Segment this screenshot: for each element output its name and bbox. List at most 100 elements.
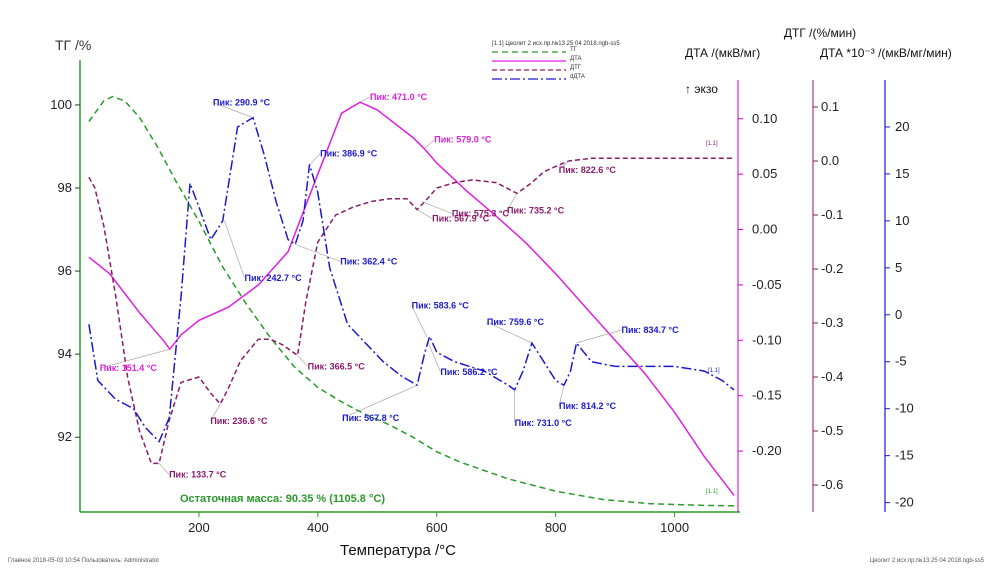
x-tick-label: 200 — [188, 520, 210, 535]
legend-swatch — [492, 78, 566, 80]
dta-tick-label: 0.05 — [752, 166, 777, 181]
ddta-tick-label: 10 — [895, 213, 909, 228]
annotation-leader — [424, 139, 435, 149]
curve-dдта — [88, 116, 735, 443]
annotation-leader — [411, 305, 427, 337]
annotation-leader — [295, 244, 341, 262]
ddta-tick-label: 0 — [895, 307, 902, 322]
peak-label: Пик: 579.0 °C — [434, 135, 492, 145]
legend-swatch — [492, 60, 566, 62]
x-tick-label: 1000 — [660, 520, 689, 535]
dta-tick-label: 0.10 — [752, 111, 777, 126]
dtg-tick-label: 0.1 — [821, 99, 839, 114]
ddta-tick-label: -20 — [895, 495, 914, 510]
curve-тг — [88, 95, 735, 507]
annotation-leader — [210, 403, 221, 422]
ddta-tick-label: -15 — [895, 448, 914, 463]
legend-label: ДТА — [570, 56, 582, 62]
tg-tick-label: 94 — [58, 346, 72, 361]
dtg-tick-label: -0.2 — [821, 261, 843, 276]
legend-item: ДТГ — [492, 65, 677, 74]
dtg-tick-label: -0.3 — [821, 315, 843, 330]
peak-label: Пик: 236.6 °C — [210, 416, 268, 426]
exo-label: ↑ экзо — [685, 82, 718, 96]
ddta-tick-label: -5 — [895, 354, 907, 369]
tg-tick-label: 96 — [58, 263, 72, 278]
peak-label: Пик: 583.6 °C — [412, 300, 470, 310]
annotation-leader — [576, 329, 622, 344]
annotation-leader — [297, 355, 308, 367]
peak-label: Пик: 731.0 °C — [515, 418, 573, 428]
x-axis-label: Температура /°C — [340, 542, 456, 559]
peak-label: Пик: 386.9 °C — [320, 149, 378, 159]
dta-tick-label: 0.00 — [752, 222, 777, 237]
annotation-leader — [558, 385, 565, 407]
curve-tag-dtg: [1.1] — [706, 141, 718, 147]
ddta-tick-label: -10 — [895, 401, 914, 416]
dta-tick-label: -0.20 — [752, 443, 782, 458]
dtg-axis-label: ДТГ /(%/мин) — [784, 26, 856, 40]
legend-label: ТГ — [570, 47, 577, 53]
legend-item: ДТА — [492, 56, 677, 65]
dta-tick-label: -0.10 — [752, 332, 782, 347]
ddta-axis-label: ДТА *10⁻³ /(мкВ/мг/мин) — [820, 46, 952, 60]
annotation-leader — [421, 201, 453, 214]
legend: [1.1] Цеолит 2 исх.пр.№13 25 04 2018.ngb… — [492, 41, 677, 99]
dta-tick-label: -0.05 — [752, 277, 782, 292]
footer-left: Главное 2018-05-03 10:54 Пользователь: A… — [8, 558, 160, 564]
annotation-leader — [506, 193, 518, 211]
peak-label: Пик: 575.3 °C — [452, 209, 510, 219]
x-tick-label: 800 — [545, 520, 567, 535]
x-tick-label: 400 — [307, 520, 329, 535]
annotation-leader — [558, 160, 569, 171]
axis-ticks: 200 400 600 800 1000100989694920.100.050.00-… — [50, 97, 914, 535]
legend-title: [1.1] Цеолит 2 исх.пр.№13 25 04 2018.ngb… — [492, 41, 620, 47]
dta-axis-label: ДТА /(мкВ/мг) — [685, 46, 760, 60]
annotation-leader — [99, 348, 170, 369]
tg-tick-label: 100 — [50, 97, 72, 112]
residual-mass-label: Остаточная масса: 90.35 % (1105.8 °C) — [180, 493, 385, 505]
annotation-leader — [416, 209, 433, 219]
dtg-tick-label: -0.1 — [821, 207, 843, 222]
annotation-leader — [212, 102, 254, 118]
annotation-leader — [359, 96, 371, 103]
peak-label: Пик: 366.5 °C — [308, 361, 366, 371]
ddta-tick-label: 5 — [895, 260, 902, 275]
legend-label: dДТА — [570, 74, 585, 80]
tg-tick-label: 92 — [58, 429, 72, 444]
ddta-tick-label: 20 — [895, 119, 909, 134]
dta-tick-label: -0.15 — [752, 388, 782, 403]
tg-tick-label: 98 — [58, 180, 72, 195]
ddta-tick-label: 15 — [895, 166, 909, 181]
peak-label: Пик: 567.9 °C — [432, 214, 490, 224]
dtg-tick-label: 0.0 — [821, 153, 839, 168]
curve-дта — [88, 101, 735, 496]
peak-label: Пик: 834.7 °C — [621, 325, 679, 335]
peak-label: Пик: 242.7 °C — [244, 273, 302, 283]
peak-label: Пик: 471.0 °C — [370, 92, 428, 102]
footer-right: Цеолит 2 исх.пр.№13 25 04 2018.ngb-ss5 — [869, 558, 984, 564]
legend-swatch — [492, 51, 566, 53]
peak-label: Пик: 362.4 °C — [340, 256, 398, 266]
curve-tag-ddta: [1.1] — [708, 368, 720, 374]
annotation-leader — [158, 463, 170, 475]
peak-label: Пик: 151.4 °C — [100, 363, 158, 373]
peak-annotations: Пик: 471.0 °C Пик: 579.0 °C Пик: 151.4 °C П… — [99, 92, 679, 479]
annotation-leader — [224, 220, 245, 278]
peak-label: Пик: 133.7 °C — [169, 469, 227, 479]
curve-дтг — [88, 157, 735, 465]
peak-label: Пик: 735.2 °C — [507, 205, 565, 215]
dtg-tick-label: -0.5 — [821, 423, 843, 438]
curve-tag-tg: [1.1] — [706, 489, 718, 495]
tg-axis-label: ТГ /% — [55, 37, 91, 53]
legend-item: dДТА — [492, 74, 677, 83]
dtg-tick-label: -0.6 — [821, 477, 843, 492]
annotation-leader — [342, 384, 418, 419]
annotation-leader — [428, 342, 441, 373]
peak-label: Пик: 290.9 °C — [213, 98, 271, 108]
peak-label: Пик: 759.6 °C — [487, 317, 545, 327]
legend-swatch — [492, 69, 566, 71]
legend-label: ДТГ — [570, 65, 581, 71]
peak-label: Пик: 586.2 °C — [440, 367, 498, 377]
